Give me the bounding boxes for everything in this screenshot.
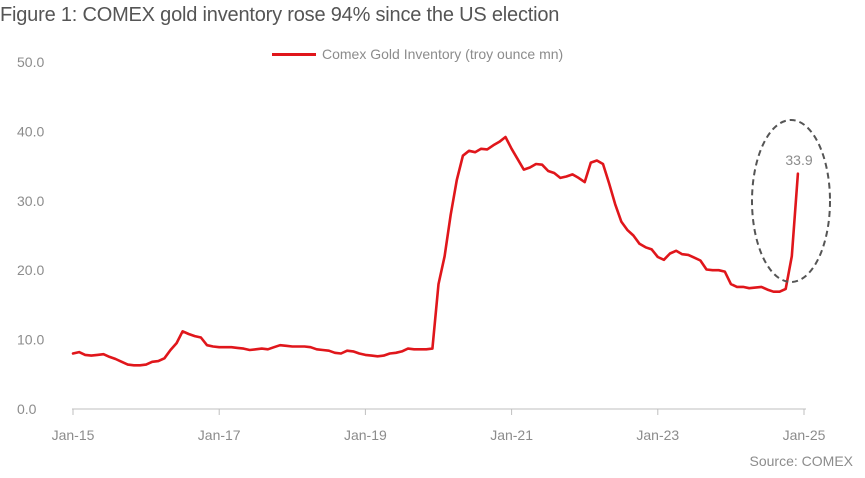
- annotation-label: 33.9: [785, 152, 812, 168]
- y-tick-label: 10.0: [17, 332, 44, 348]
- y-tick-label: 40.0: [17, 123, 44, 139]
- x-tick-label: Jan-17: [198, 427, 241, 443]
- y-tick-label: 50.0: [17, 54, 44, 70]
- y-tick-label: 0.0: [17, 401, 37, 417]
- legend: Comex Gold Inventory (troy ounce mn): [272, 44, 563, 64]
- chart-title: Figure 1: COMEX gold inventory rose 94% …: [0, 4, 560, 26]
- legend-label: Comex Gold Inventory (troy ounce mn): [322, 46, 564, 62]
- legend-swatch: [272, 52, 316, 56]
- series-line-comex-gold-inventory: [71, 135, 800, 367]
- source-note: Source: COMEX: [749, 453, 853, 469]
- x-axis-ticks: Jan-15 Jan-17 Jan-19 Jan-21 Jan-23 Jan-25: [52, 409, 826, 443]
- y-tick-label: 20.0: [17, 262, 44, 278]
- highlight-ellipse: [751, 119, 831, 283]
- x-tick-label: Jan-19: [344, 427, 387, 443]
- x-tick-label: Jan-15: [52, 427, 95, 443]
- y-axis-ticks: 0.0 10.0 20.0 30.0 40.0 50.0: [17, 54, 44, 417]
- x-tick-label: Jan-25: [783, 427, 826, 443]
- x-tick-label: Jan-21: [490, 427, 533, 443]
- y-tick-label: 30.0: [17, 193, 44, 209]
- x-tick-label: Jan-23: [636, 427, 679, 443]
